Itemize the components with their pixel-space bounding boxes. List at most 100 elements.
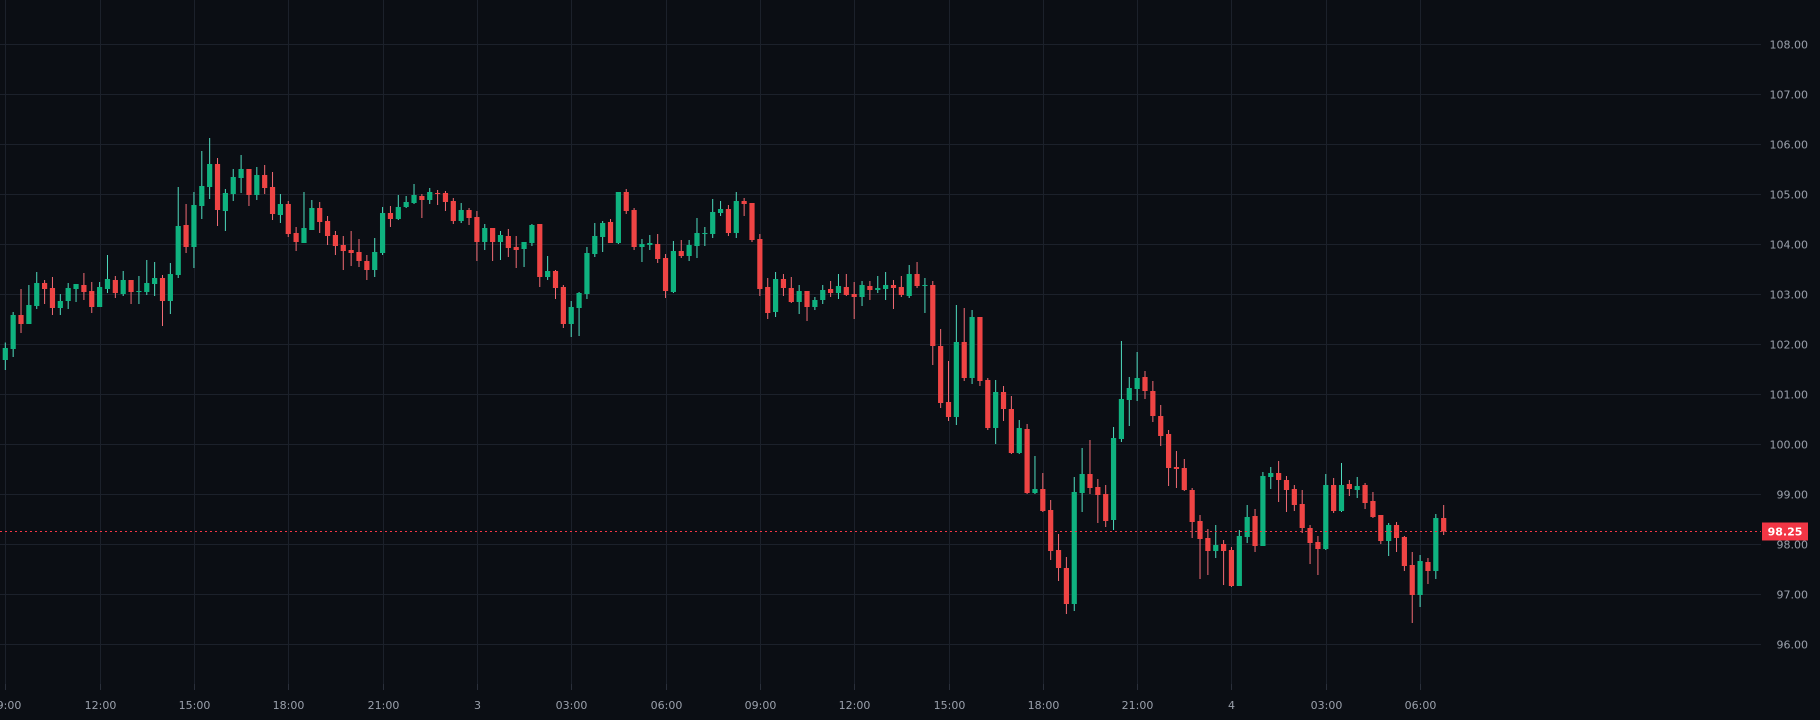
candle: [1276, 461, 1282, 502]
time-tick-label: 06:00: [1405, 699, 1437, 712]
candle: [969, 310, 975, 384]
candle: [144, 260, 150, 295]
candle-body: [175, 226, 181, 275]
candle-body: [199, 186, 205, 206]
candle-body: [584, 253, 590, 294]
candle-body: [1095, 487, 1101, 495]
candle-body: [1079, 474, 1085, 493]
candle: [1323, 474, 1329, 550]
candle-body: [1110, 438, 1117, 520]
candle: [867, 281, 873, 300]
candle: [1032, 456, 1038, 494]
candle-body: [238, 169, 244, 178]
candle-body: [788, 288, 794, 302]
time-tick-label: 15:00: [179, 699, 211, 712]
candle: [1165, 430, 1172, 486]
candle: [1000, 386, 1007, 421]
candle-body: [269, 187, 276, 214]
candle-body: [804, 291, 810, 307]
candle-body: [73, 284, 79, 289]
candle: [686, 240, 692, 261]
candle: [1378, 515, 1384, 544]
candle: [812, 297, 818, 310]
candle: [1346, 480, 1352, 496]
candle: [592, 223, 598, 257]
candle: [482, 224, 488, 250]
candle-body: [222, 193, 228, 211]
candle: [490, 228, 496, 261]
candle: [607, 219, 614, 243]
candle-body: [411, 195, 417, 203]
time-tick-label: 12:00: [85, 699, 117, 712]
candle-body: [906, 274, 912, 296]
candle: [1433, 514, 1439, 579]
time-tick-label: 09:00: [745, 699, 777, 712]
candle: [725, 205, 732, 236]
time-tick-label: 21:00: [1122, 699, 1154, 712]
time-axis[interactable]: 09:00 12:00 15:00 18:00 21:00 3 03:00 06:00 09:0…: [0, 684, 1436, 712]
candle-body: [741, 201, 747, 204]
candle-body: [560, 287, 566, 324]
candle-body: [403, 202, 409, 207]
candle-body: [419, 196, 425, 200]
candle: [1048, 500, 1054, 560]
candle-body: [835, 286, 842, 293]
price-tick-label: 107.00: [1770, 89, 1809, 102]
candle: [938, 329, 944, 408]
candle: [379, 207, 386, 255]
time-tick-label: 3: [474, 699, 481, 712]
candle-body: [930, 285, 936, 346]
candle: [1417, 555, 1423, 607]
candle-body: [875, 288, 881, 290]
candle-body: [1150, 391, 1156, 416]
candle: [395, 195, 401, 220]
candle: [442, 191, 449, 211]
candle: [804, 291, 810, 321]
candle-body: [191, 205, 197, 247]
candle-body: [1236, 536, 1242, 586]
candle: [1142, 371, 1148, 399]
candle-body: [1291, 489, 1297, 505]
price-tick-label: 104.00: [1770, 239, 1809, 252]
candle: [89, 282, 95, 313]
candle-body: [843, 287, 849, 295]
candle-body: [356, 252, 362, 261]
candle: [914, 262, 920, 288]
candle: [662, 254, 669, 298]
candle-body: [717, 209, 724, 213]
candle-body: [1071, 492, 1077, 604]
time-tick-label: 18:00: [1028, 699, 1060, 712]
candle: [403, 196, 409, 208]
candle-body: [1040, 489, 1046, 511]
candle: [560, 285, 566, 328]
candle: [387, 206, 394, 227]
candle-body: [1425, 562, 1431, 571]
candle: [513, 236, 519, 268]
candle-body: [1158, 416, 1164, 436]
candle: [128, 280, 134, 304]
candle-body: [828, 289, 834, 293]
candle: [435, 190, 441, 205]
candle-body: [112, 280, 118, 293]
candle-body: [1268, 473, 1274, 477]
candle: [191, 192, 197, 268]
candle: [1118, 341, 1125, 442]
candle: [1441, 505, 1447, 535]
candle-body: [183, 225, 189, 247]
candle: [772, 272, 779, 317]
candle-body: [529, 225, 535, 243]
candle: [1126, 377, 1132, 426]
candle-body: [985, 380, 991, 428]
candle: [1236, 530, 1242, 586]
price-axis[interactable]: 96.00 97.00 98.00 99.00 100.00 101.00 102.00 10…: [1762, 39, 1808, 652]
candle: [828, 281, 834, 297]
price-tick-label: 97.00: [1777, 589, 1809, 602]
candle: [1283, 476, 1290, 512]
candle: [757, 234, 763, 296]
candle-body: [1409, 565, 1415, 595]
candle-body: [867, 286, 873, 290]
candle-body: [631, 210, 637, 247]
candle-body: [490, 228, 496, 242]
